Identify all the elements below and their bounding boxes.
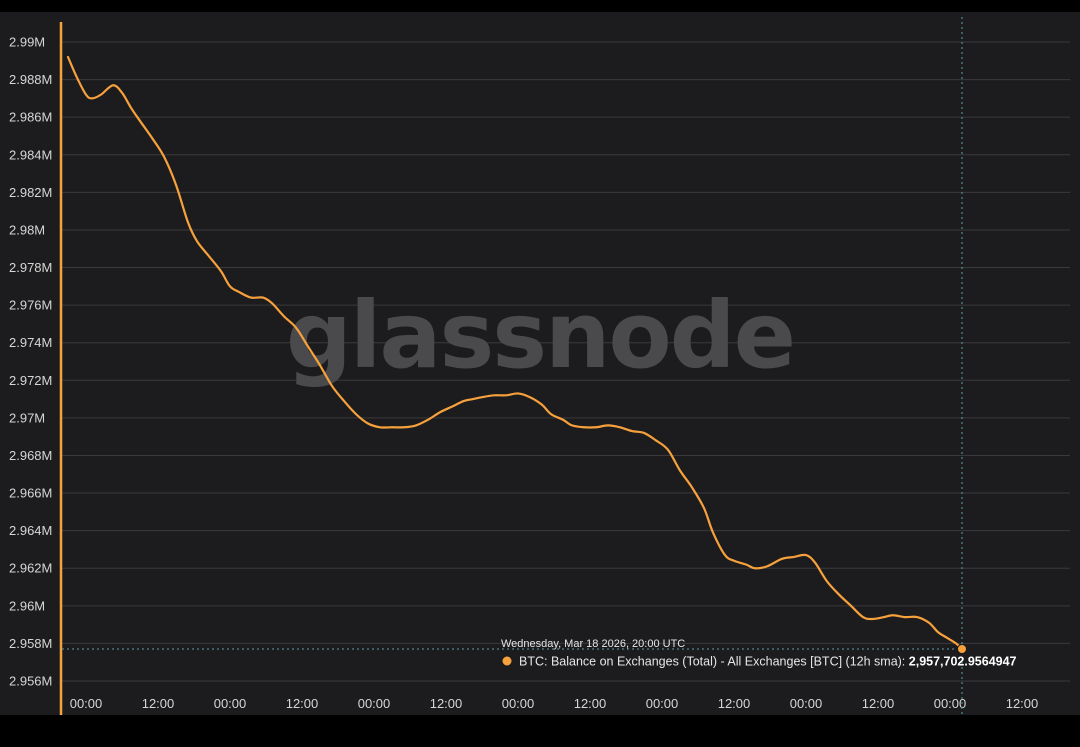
y-tick-label: 2.968M	[9, 448, 52, 463]
y-tick-label: 2.984M	[9, 147, 52, 162]
y-tick-label: 2.978M	[9, 260, 52, 275]
y-tick-label: 2.958M	[9, 636, 52, 651]
hover-point[interactable]	[957, 643, 967, 654]
tooltip-line: BTC: Balance on Exchanges (Total) - All …	[519, 655, 1017, 669]
y-tick-label: 2.966M	[9, 486, 52, 501]
y-tick-label: 2.976M	[9, 298, 52, 313]
tooltip-date: Wednesday, Mar 18 2026, 20:00 UTC	[501, 638, 685, 650]
x-tick-label: 12:00	[574, 696, 607, 711]
line-chart: glassnode 2.99M2.988M2.986M2.984M2.982M2…	[9, 17, 1070, 715]
grid-lines	[62, 41, 1070, 682]
y-tick-label: 2.982M	[9, 185, 52, 200]
tooltip-value: 2,957,702.9564947	[909, 655, 1017, 669]
x-axis-ticks: 00:00 12:00 00:00 12:00 00:00 12:00 00:00 12:00…	[70, 696, 1039, 711]
tooltip-series-dot	[502, 656, 512, 666]
x-tick-label: 12:00	[430, 696, 463, 711]
y-tick-label: 2.98M	[9, 222, 45, 237]
y-tick-label: 2.974M	[9, 335, 52, 350]
x-tick-label: 00:00	[70, 696, 103, 711]
y-axis-ticks: 2.99M 2.988M 2.986M 2.984M 2.982M 2.98M 2.978M…	[9, 35, 52, 689]
x-tick-label: 12:00	[1006, 696, 1039, 711]
y-tick-label: 2.97M	[9, 410, 45, 425]
series-line	[66, 55, 964, 651]
y-tick-label: 2.99M	[9, 35, 45, 50]
y-tick-label: 2.988M	[9, 72, 52, 87]
tooltip-series-label: BTC: Balance on Exchanges (Total) - All …	[519, 655, 905, 669]
y-tick-label: 2.962M	[9, 561, 52, 576]
x-tick-label: 12:00	[142, 696, 175, 711]
x-tick-label: 00:00	[790, 696, 823, 711]
x-tick-label: 00:00	[358, 696, 391, 711]
tooltip: Wednesday, Mar 18 2026, 20:00 UTC BTC: B…	[501, 638, 1017, 669]
series-layer	[66, 55, 967, 654]
x-tick-label: 00:00	[934, 696, 967, 711]
y-tick-label: 2.964M	[9, 523, 52, 538]
x-tick-label: 00:00	[646, 696, 679, 711]
y-tick-label: 2.96M	[9, 598, 45, 613]
x-tick-label: 12:00	[286, 696, 319, 711]
x-tick-label: 12:00	[718, 696, 751, 711]
chart-frame: glassnode 2.99M 2.988M 2.986M 2.984M 2.982M 2…	[0, 12, 1080, 715]
y-tick-label: 2.986M	[9, 110, 52, 125]
y-tick-label: 2.956M	[9, 674, 52, 689]
y-tick-label: 2.972M	[9, 373, 52, 388]
watermark-logo: glassnode	[286, 282, 794, 389]
x-tick-label: 12:00	[862, 696, 895, 711]
x-tick-label: 00:00	[502, 696, 535, 711]
x-tick-label: 00:00	[214, 696, 247, 711]
